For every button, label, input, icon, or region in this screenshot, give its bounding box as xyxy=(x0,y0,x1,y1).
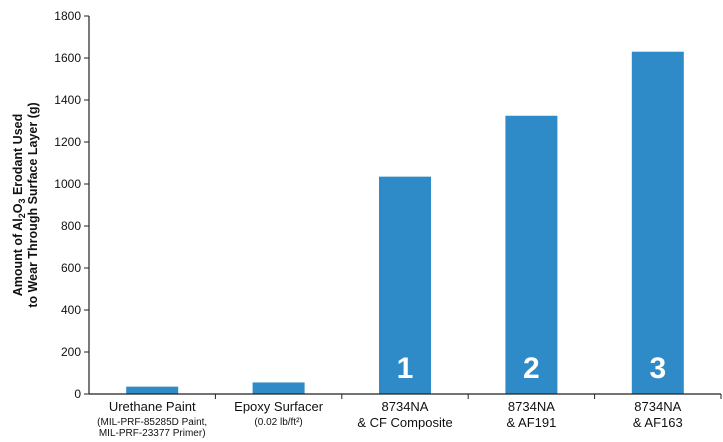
y-tick-label: 600 xyxy=(61,261,81,275)
x-tick-label: 8734NA xyxy=(382,399,429,414)
x-tick-label: Urethane Paint xyxy=(109,399,196,414)
y-tick-label: 1600 xyxy=(54,51,81,65)
category-labels: Urethane Paint (MIL-PRF-85285D Paint,MIL-… xyxy=(97,394,722,439)
y-axis-label: Amount of Al2O3 Erodant Used to Wear Thro… xyxy=(11,102,40,307)
bar-number-label: 1 xyxy=(397,352,414,385)
bar xyxy=(379,176,431,394)
bar-number-label: 2 xyxy=(523,352,540,385)
x-tick-sublabel: (0.02 lb/ft²) xyxy=(254,417,302,428)
bars: 1 2 3 xyxy=(126,51,684,394)
bar xyxy=(252,382,305,394)
x-tick-label: 8734NA xyxy=(634,399,681,414)
bar xyxy=(631,51,684,394)
y-tick-label: 200 xyxy=(61,345,81,359)
y-axis-ticks: 0 200 400 600 800 1000 1200 1400 1600 1800 xyxy=(54,9,89,401)
y-tick-label: 1400 xyxy=(54,93,81,107)
y-tick-label: 1800 xyxy=(54,9,81,23)
y-axis-title-line1: Amount of Al2O3 Erodant Used xyxy=(11,114,27,297)
y-tick-label: 400 xyxy=(61,303,81,317)
y-axis-title-line2: to Wear Through Surface Layer (g) xyxy=(26,102,40,307)
x-tick-label-line2: & AF191 xyxy=(506,415,556,430)
bar-number-label: 3 xyxy=(649,352,666,385)
x-tick-sublabel: (MIL-PRF-85285D Paint, xyxy=(97,417,207,428)
bar xyxy=(126,386,179,394)
bar xyxy=(505,115,558,394)
y-tick-label: 1200 xyxy=(54,135,81,149)
x-tick-label-line2: & AF163 xyxy=(633,415,683,430)
x-tick-label: 8734NA xyxy=(508,399,555,414)
y-tick-label: 1000 xyxy=(54,177,81,191)
x-tick-label: Epoxy Surfacer xyxy=(234,399,324,414)
x-tick-label-line2: & CF Composite xyxy=(357,415,452,430)
x-tick-sublabel: MIL-PRF-23377 Primer) xyxy=(99,428,206,439)
y-tick-label: 0 xyxy=(74,387,81,401)
y-tick-label: 800 xyxy=(61,219,81,233)
